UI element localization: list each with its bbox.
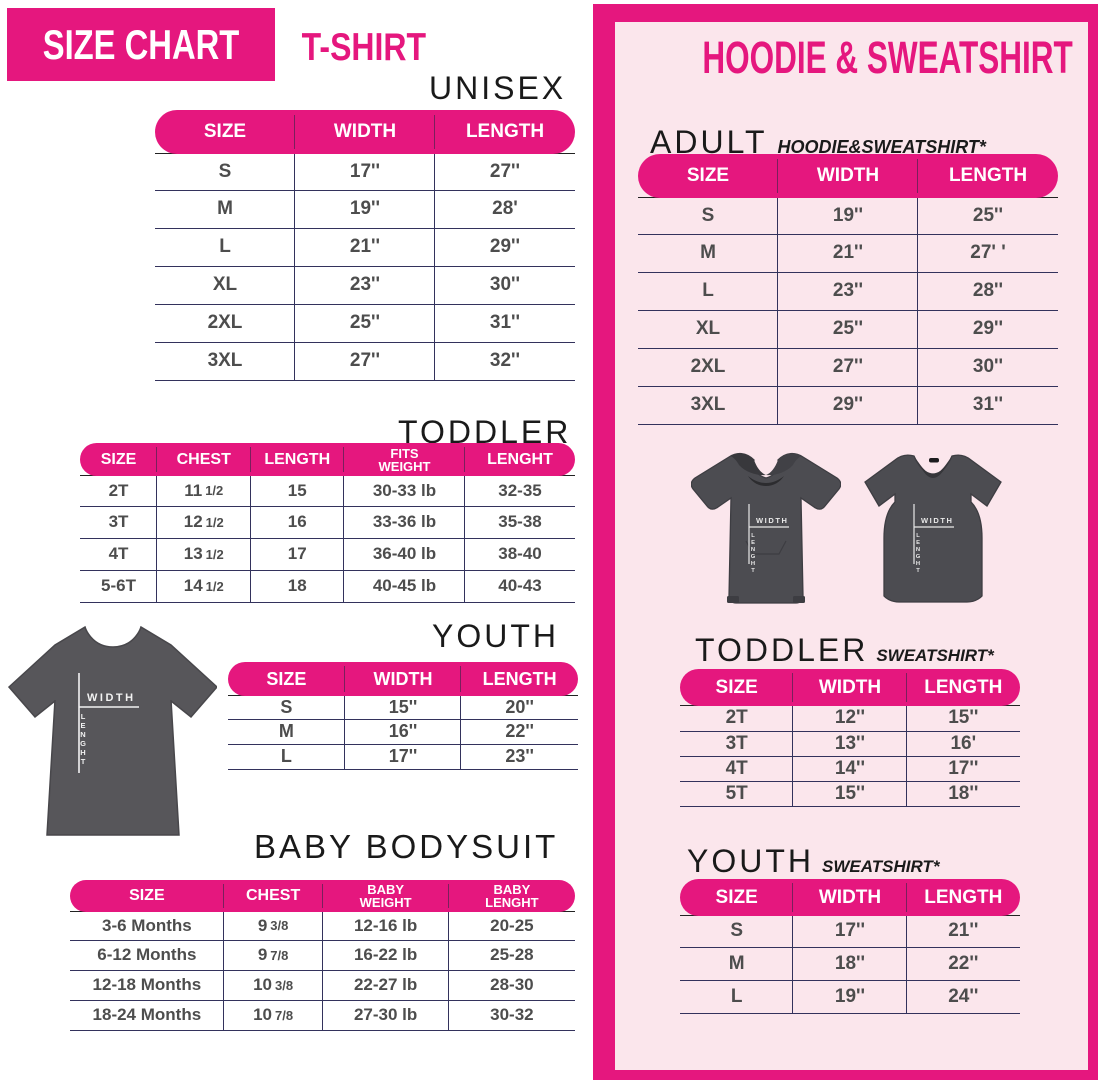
- svg-text:WIDTH: WIDTH: [756, 516, 789, 525]
- svg-text:N: N: [751, 547, 755, 553]
- svg-text:G: G: [80, 739, 86, 748]
- svg-text:WIDTH: WIDTH: [87, 692, 136, 704]
- svg-text:WIDTH: WIDTH: [921, 516, 954, 525]
- svg-text:G: G: [751, 554, 756, 560]
- svg-text:H: H: [751, 561, 755, 567]
- svg-text:N: N: [916, 547, 920, 553]
- svg-text:L: L: [751, 533, 755, 539]
- svg-text:L: L: [81, 712, 86, 721]
- svg-text:L: L: [916, 533, 920, 539]
- svg-text:T: T: [916, 568, 920, 574]
- svg-text:E: E: [751, 540, 755, 546]
- svg-text:E: E: [80, 721, 85, 730]
- svg-text:G: G: [916, 554, 921, 560]
- svg-text:H: H: [80, 748, 85, 757]
- svg-text:H: H: [916, 561, 920, 567]
- svg-text:N: N: [80, 730, 85, 739]
- svg-text:E: E: [916, 540, 920, 546]
- svg-text:T: T: [81, 757, 86, 766]
- svg-text:T: T: [751, 568, 755, 574]
